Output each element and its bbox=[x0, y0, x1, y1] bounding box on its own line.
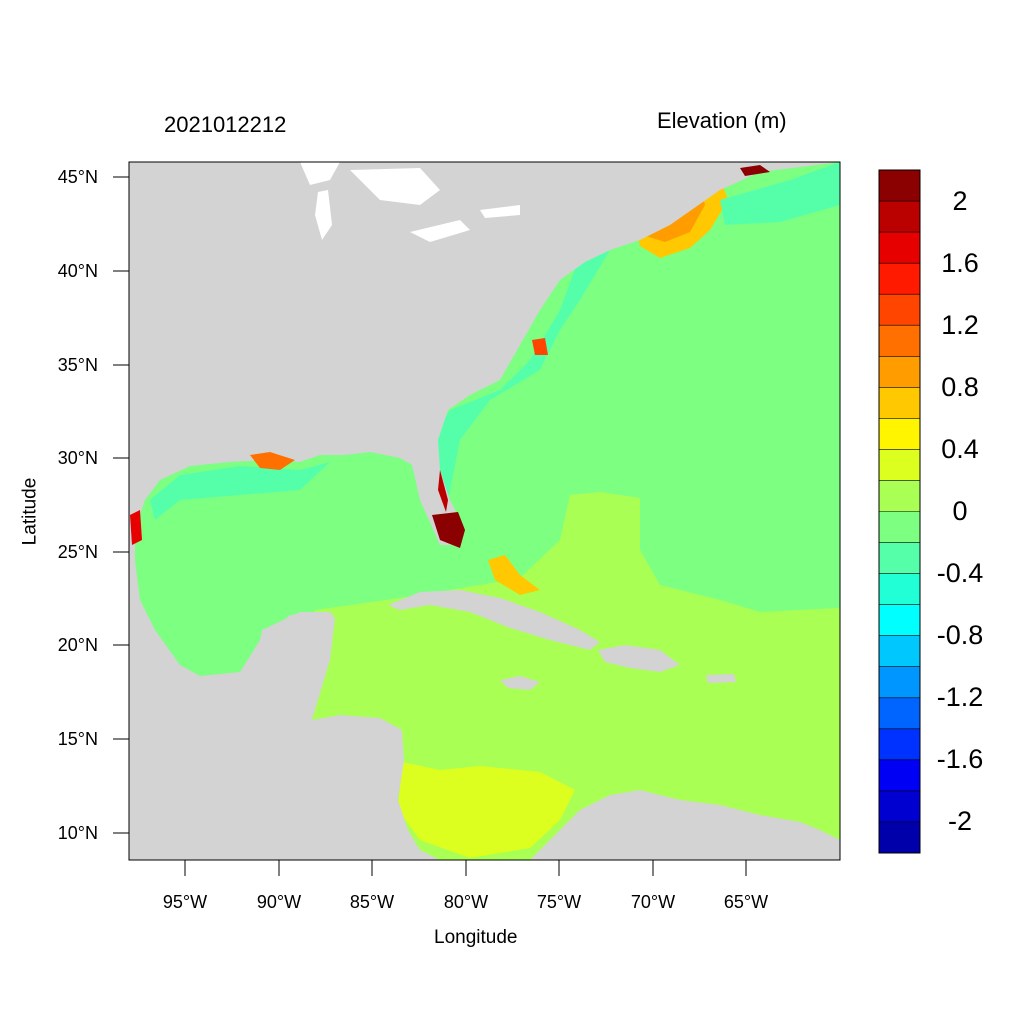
colorbar-label: -0.8 bbox=[936, 620, 984, 650]
plot-frame bbox=[128, 161, 841, 861]
colorbar-segment bbox=[879, 604, 920, 637]
yucatan-land bbox=[250, 612, 335, 700]
x-tick-label: 95°W bbox=[162, 892, 208, 912]
colorbar-label: 0.8 bbox=[941, 372, 979, 402]
gulf-north-low bbox=[150, 462, 330, 520]
colorbar-segment bbox=[879, 294, 920, 326]
colorbar-segment bbox=[879, 418, 920, 450]
y-tick-label: 45°N bbox=[57, 167, 98, 187]
x-axis-title: Longitude bbox=[434, 927, 518, 948]
southern-caribbean-zone bbox=[398, 762, 575, 858]
colorbar-segment bbox=[879, 697, 920, 730]
colorbar-segment bbox=[879, 821, 920, 854]
y-tick-label: 35°N bbox=[57, 355, 98, 375]
colorbar-segment bbox=[879, 201, 920, 233]
x-tick-label: 80°W bbox=[443, 892, 489, 912]
colorbar-label: 2 bbox=[952, 186, 968, 216]
colorbar-segment bbox=[879, 573, 920, 606]
x-tick-label: 65°W bbox=[723, 892, 769, 912]
colorbar-segment bbox=[879, 325, 920, 357]
south-america-land bbox=[530, 790, 840, 860]
colorbar-segment bbox=[879, 449, 920, 481]
axis-ticks bbox=[113, 176, 747, 876]
y-axis-title: Latitude bbox=[19, 477, 41, 546]
x-tick-label: 90°W bbox=[256, 892, 302, 912]
colorbar-frame bbox=[878, 169, 921, 854]
colorbar-segment bbox=[879, 635, 920, 668]
colorbar-segment bbox=[879, 511, 920, 544]
colorbar-segment bbox=[879, 790, 920, 823]
colorbar-label: 0 bbox=[952, 496, 968, 526]
colorbar-segment bbox=[879, 356, 920, 388]
colorbar-segment bbox=[879, 480, 920, 512]
colorbar-label: -0.4 bbox=[936, 558, 984, 588]
colorbar-segment bbox=[879, 170, 920, 202]
colorbar-label: -1.2 bbox=[936, 682, 984, 712]
colorbar-label: 1.2 bbox=[941, 310, 979, 340]
atlantic-shelf-low bbox=[430, 250, 610, 510]
colorbar-label: -2 bbox=[947, 806, 972, 836]
cuba-land bbox=[388, 590, 600, 650]
y-tick-label: 15°N bbox=[57, 729, 98, 749]
colorbar-segment bbox=[879, 666, 920, 699]
colorbar-label: 1.6 bbox=[941, 248, 979, 278]
y-tick-label: 30°N bbox=[57, 448, 98, 468]
plot-title: Elevation (m) bbox=[657, 108, 787, 133]
colorbar-segment bbox=[879, 542, 920, 575]
timestamp-label: 2021012212 bbox=[164, 112, 287, 137]
y-tick-label: 40°N bbox=[57, 261, 98, 281]
y-tick-label: 10°N bbox=[57, 823, 98, 843]
colorbar-segment bbox=[879, 263, 920, 295]
colorbar-segment bbox=[879, 759, 920, 792]
jamaica-land bbox=[500, 676, 540, 690]
hispaniola-land bbox=[598, 645, 680, 672]
colorbar-segment bbox=[879, 232, 920, 264]
colorbar-segment bbox=[879, 728, 920, 761]
colorbar bbox=[879, 170, 920, 854]
surge-hotspots bbox=[130, 165, 770, 595]
great-lakes bbox=[300, 162, 520, 242]
x-tick-label: 70°W bbox=[630, 892, 676, 912]
y-tick-label: 25°N bbox=[57, 542, 98, 562]
colorbar-segment bbox=[879, 387, 920, 419]
scotian-shelf-low bbox=[720, 162, 840, 225]
x-tick-label: 75°W bbox=[536, 892, 582, 912]
x-tick-label: 85°W bbox=[349, 892, 395, 912]
colorbar-label: 0.4 bbox=[941, 434, 979, 464]
puerto-rico-land bbox=[706, 674, 736, 683]
colorbar-label: -1.6 bbox=[936, 744, 984, 774]
y-tick-label: 20°N bbox=[57, 635, 98, 655]
map-area bbox=[129, 162, 840, 860]
